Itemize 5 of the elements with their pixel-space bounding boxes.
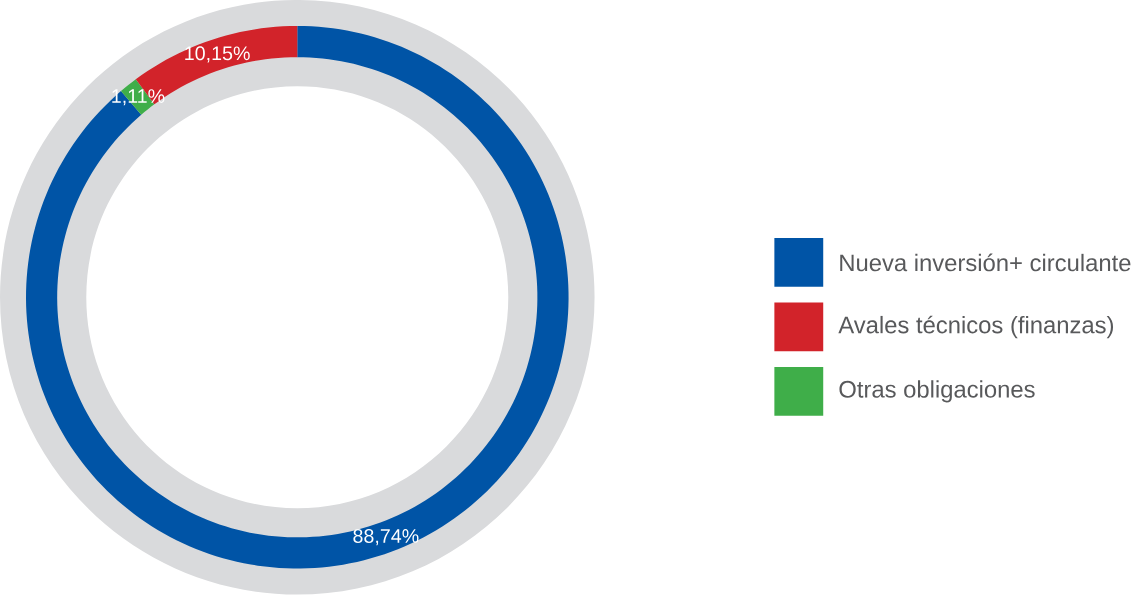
legend-label: Otras obligaciones — [839, 380, 1035, 403]
legend-label: Avales técnicos (finanzas) — [838, 315, 1114, 339]
data-label: 10,15% — [185, 46, 250, 63]
data-label: 88,74% — [353, 529, 419, 546]
legend-label: Nueva inversión+ circulante — [840, 253, 1131, 272]
